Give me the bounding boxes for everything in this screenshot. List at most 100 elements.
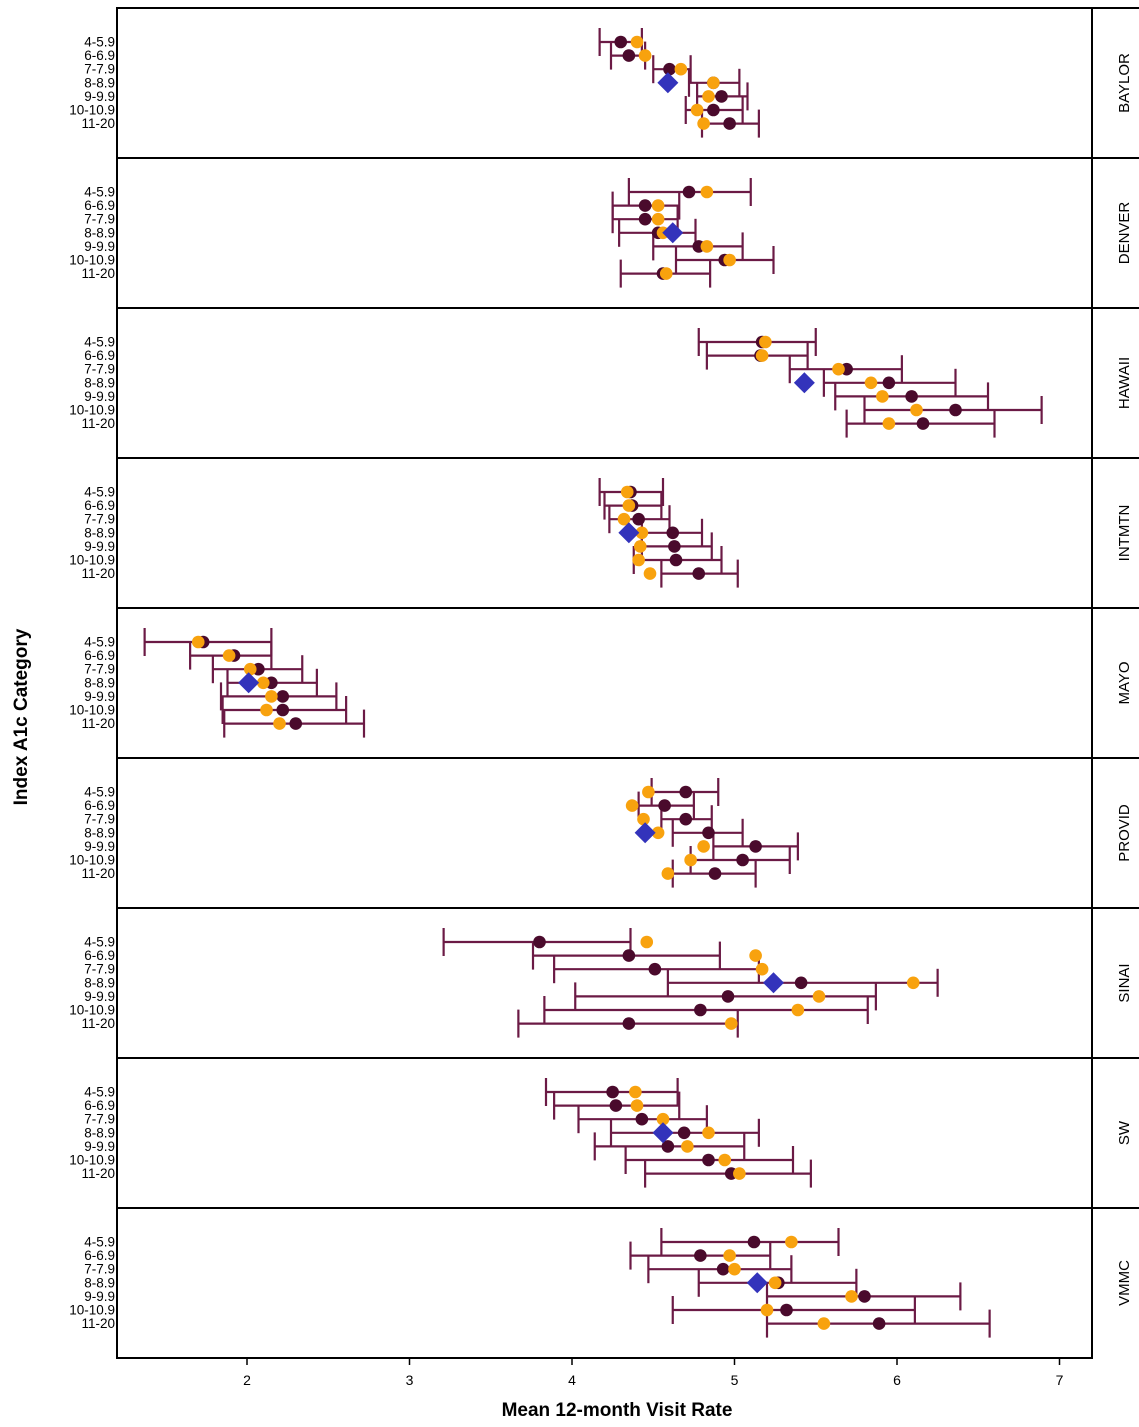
y-tick-label: 6-6.9: [84, 1248, 115, 1263]
orange-point: [632, 553, 645, 567]
y-tick-label: 7-7.9: [84, 662, 115, 677]
dark-point: [663, 62, 676, 76]
dark-point: [679, 812, 693, 826]
panel-strip-label: SW: [1116, 1120, 1133, 1145]
orange-point: [845, 1290, 858, 1303]
x-tick-label: 4: [568, 1372, 576, 1388]
orange-point: [728, 1262, 741, 1276]
y-tick-label: 6-6.9: [84, 348, 115, 363]
y-tick-label: 9-9.9: [84, 1139, 115, 1154]
orange-point: [755, 349, 769, 362]
x-axis-label: Mean 12-month Visit Rate: [502, 1400, 733, 1421]
orange-point: [643, 567, 657, 580]
y-tick-label: 11-20: [81, 566, 115, 581]
y-tick-label: 11-20: [81, 1316, 115, 1331]
orange-point: [749, 949, 762, 962]
orange-point: [910, 403, 923, 417]
dark-point: [638, 199, 652, 212]
y-tick-label: 6-6.9: [84, 648, 115, 663]
panel-hawaii: HAWAII 4-5.96-6.97-7.98-8.99-9.910-10.911…: [69, 307, 1139, 459]
diamond-marker: [238, 672, 260, 694]
y-tick-label: 6-6.9: [84, 798, 115, 813]
panel-strip-label: INTMTN: [1116, 505, 1133, 562]
orange-point: [640, 935, 654, 949]
dark-point: [669, 553, 683, 567]
dark-point: [747, 1235, 761, 1249]
y-tick-label: 4-5.9: [84, 35, 115, 50]
y-tick-label: 8-8.9: [84, 375, 115, 390]
y-tick-label: 4-5.9: [84, 335, 115, 350]
dark-point: [905, 390, 918, 403]
panels-layer: BAYLOR4-5.96-6.97-7.98-8.99-9.910-10.911…: [69, 7, 1139, 1359]
x-tick-label: 2: [243, 1372, 251, 1388]
dark-point: [794, 976, 808, 990]
orange-point: [723, 1249, 736, 1262]
diamond-marker: [793, 372, 815, 394]
orange-point: [637, 812, 650, 826]
dark-point: [692, 567, 706, 580]
orange-point: [659, 267, 673, 280]
panel-intmtn: INTMTN 4-5.96-6.97-7.98-8.99-9.910-10.911…: [69, 457, 1139, 609]
y-tick-label: 11-20: [81, 416, 115, 431]
dark-point: [614, 35, 628, 49]
y-tick-label: 9-9.9: [84, 389, 115, 404]
dark-point: [707, 103, 720, 117]
orange-point: [630, 1099, 644, 1112]
orange-point: [674, 62, 688, 76]
orange-point: [864, 376, 878, 390]
orange-point: [718, 1153, 732, 1167]
y-tick-label: 6-6.9: [84, 1098, 115, 1113]
panel-vmmc: VMMC 4-5.96-6.97-7.98-8.99-9.910-10.911-2…: [69, 1207, 1139, 1359]
orange-point: [702, 90, 715, 103]
panel-sw: SW 4-5.96-6.97-7.98-8.99-9.910-10.911-20: [69, 1057, 1139, 1209]
y-tick-label: 10-10.9: [69, 703, 115, 718]
y-tick-label: 11-20: [81, 1016, 115, 1031]
y-tick-label: 9-9.9: [84, 239, 115, 254]
orange-point: [755, 962, 769, 976]
dark-point: [635, 1112, 649, 1126]
orange-point: [906, 976, 920, 990]
orange-point: [651, 199, 665, 212]
orange-point: [620, 485, 634, 499]
dark-point: [648, 962, 662, 976]
dark-point: [661, 1140, 675, 1153]
y-tick-label: 11-20: [81, 1166, 115, 1181]
orange-point: [760, 1303, 774, 1317]
orange-point: [265, 690, 278, 703]
dark-point: [916, 417, 930, 430]
panel-strip-label: SINAI: [1116, 963, 1133, 1002]
orange-point: [630, 35, 644, 49]
dark-point: [658, 799, 671, 812]
orange-point: [702, 1126, 715, 1140]
y-tick-label: 7-7.9: [84, 1112, 115, 1127]
diamond-marker: [634, 822, 656, 844]
orange-point: [832, 362, 845, 376]
dark-point: [276, 690, 290, 703]
orange-point: [260, 703, 273, 717]
y-tick-label: 10-10.9: [69, 553, 115, 568]
orange-point: [651, 212, 665, 226]
dark-point: [702, 1153, 715, 1167]
orange-point: [635, 526, 649, 540]
dark-point: [632, 512, 645, 526]
y-tick-label: 6-6.9: [84, 498, 115, 513]
panel-frame: [116, 757, 1093, 909]
x-tick-label: 5: [731, 1372, 739, 1388]
panel-strip-label: BAYLOR: [1116, 53, 1133, 113]
orange-point: [633, 540, 647, 553]
orange-point: [817, 1317, 831, 1330]
y-tick-label: 8-8.9: [84, 975, 115, 990]
diamond-marker: [746, 1272, 768, 1294]
dark-point: [276, 703, 290, 717]
y-tick-label: 9-9.9: [84, 839, 115, 854]
y-tick-label: 9-9.9: [84, 989, 115, 1004]
y-tick-label: 7-7.9: [84, 62, 115, 77]
panel-provid: PROVID 4-5.96-6.97-7.98-8.99-9.910-10.911…: [69, 757, 1139, 909]
x-axis: 2 3 4 5 6 7: [117, 1357, 1092, 1388]
panel-frame: [116, 457, 1093, 609]
orange-point: [690, 103, 704, 117]
y-tick-label: 4-5.9: [84, 785, 115, 800]
x-tick-label: 6: [893, 1372, 901, 1388]
y-tick-label: 11-20: [81, 116, 115, 131]
